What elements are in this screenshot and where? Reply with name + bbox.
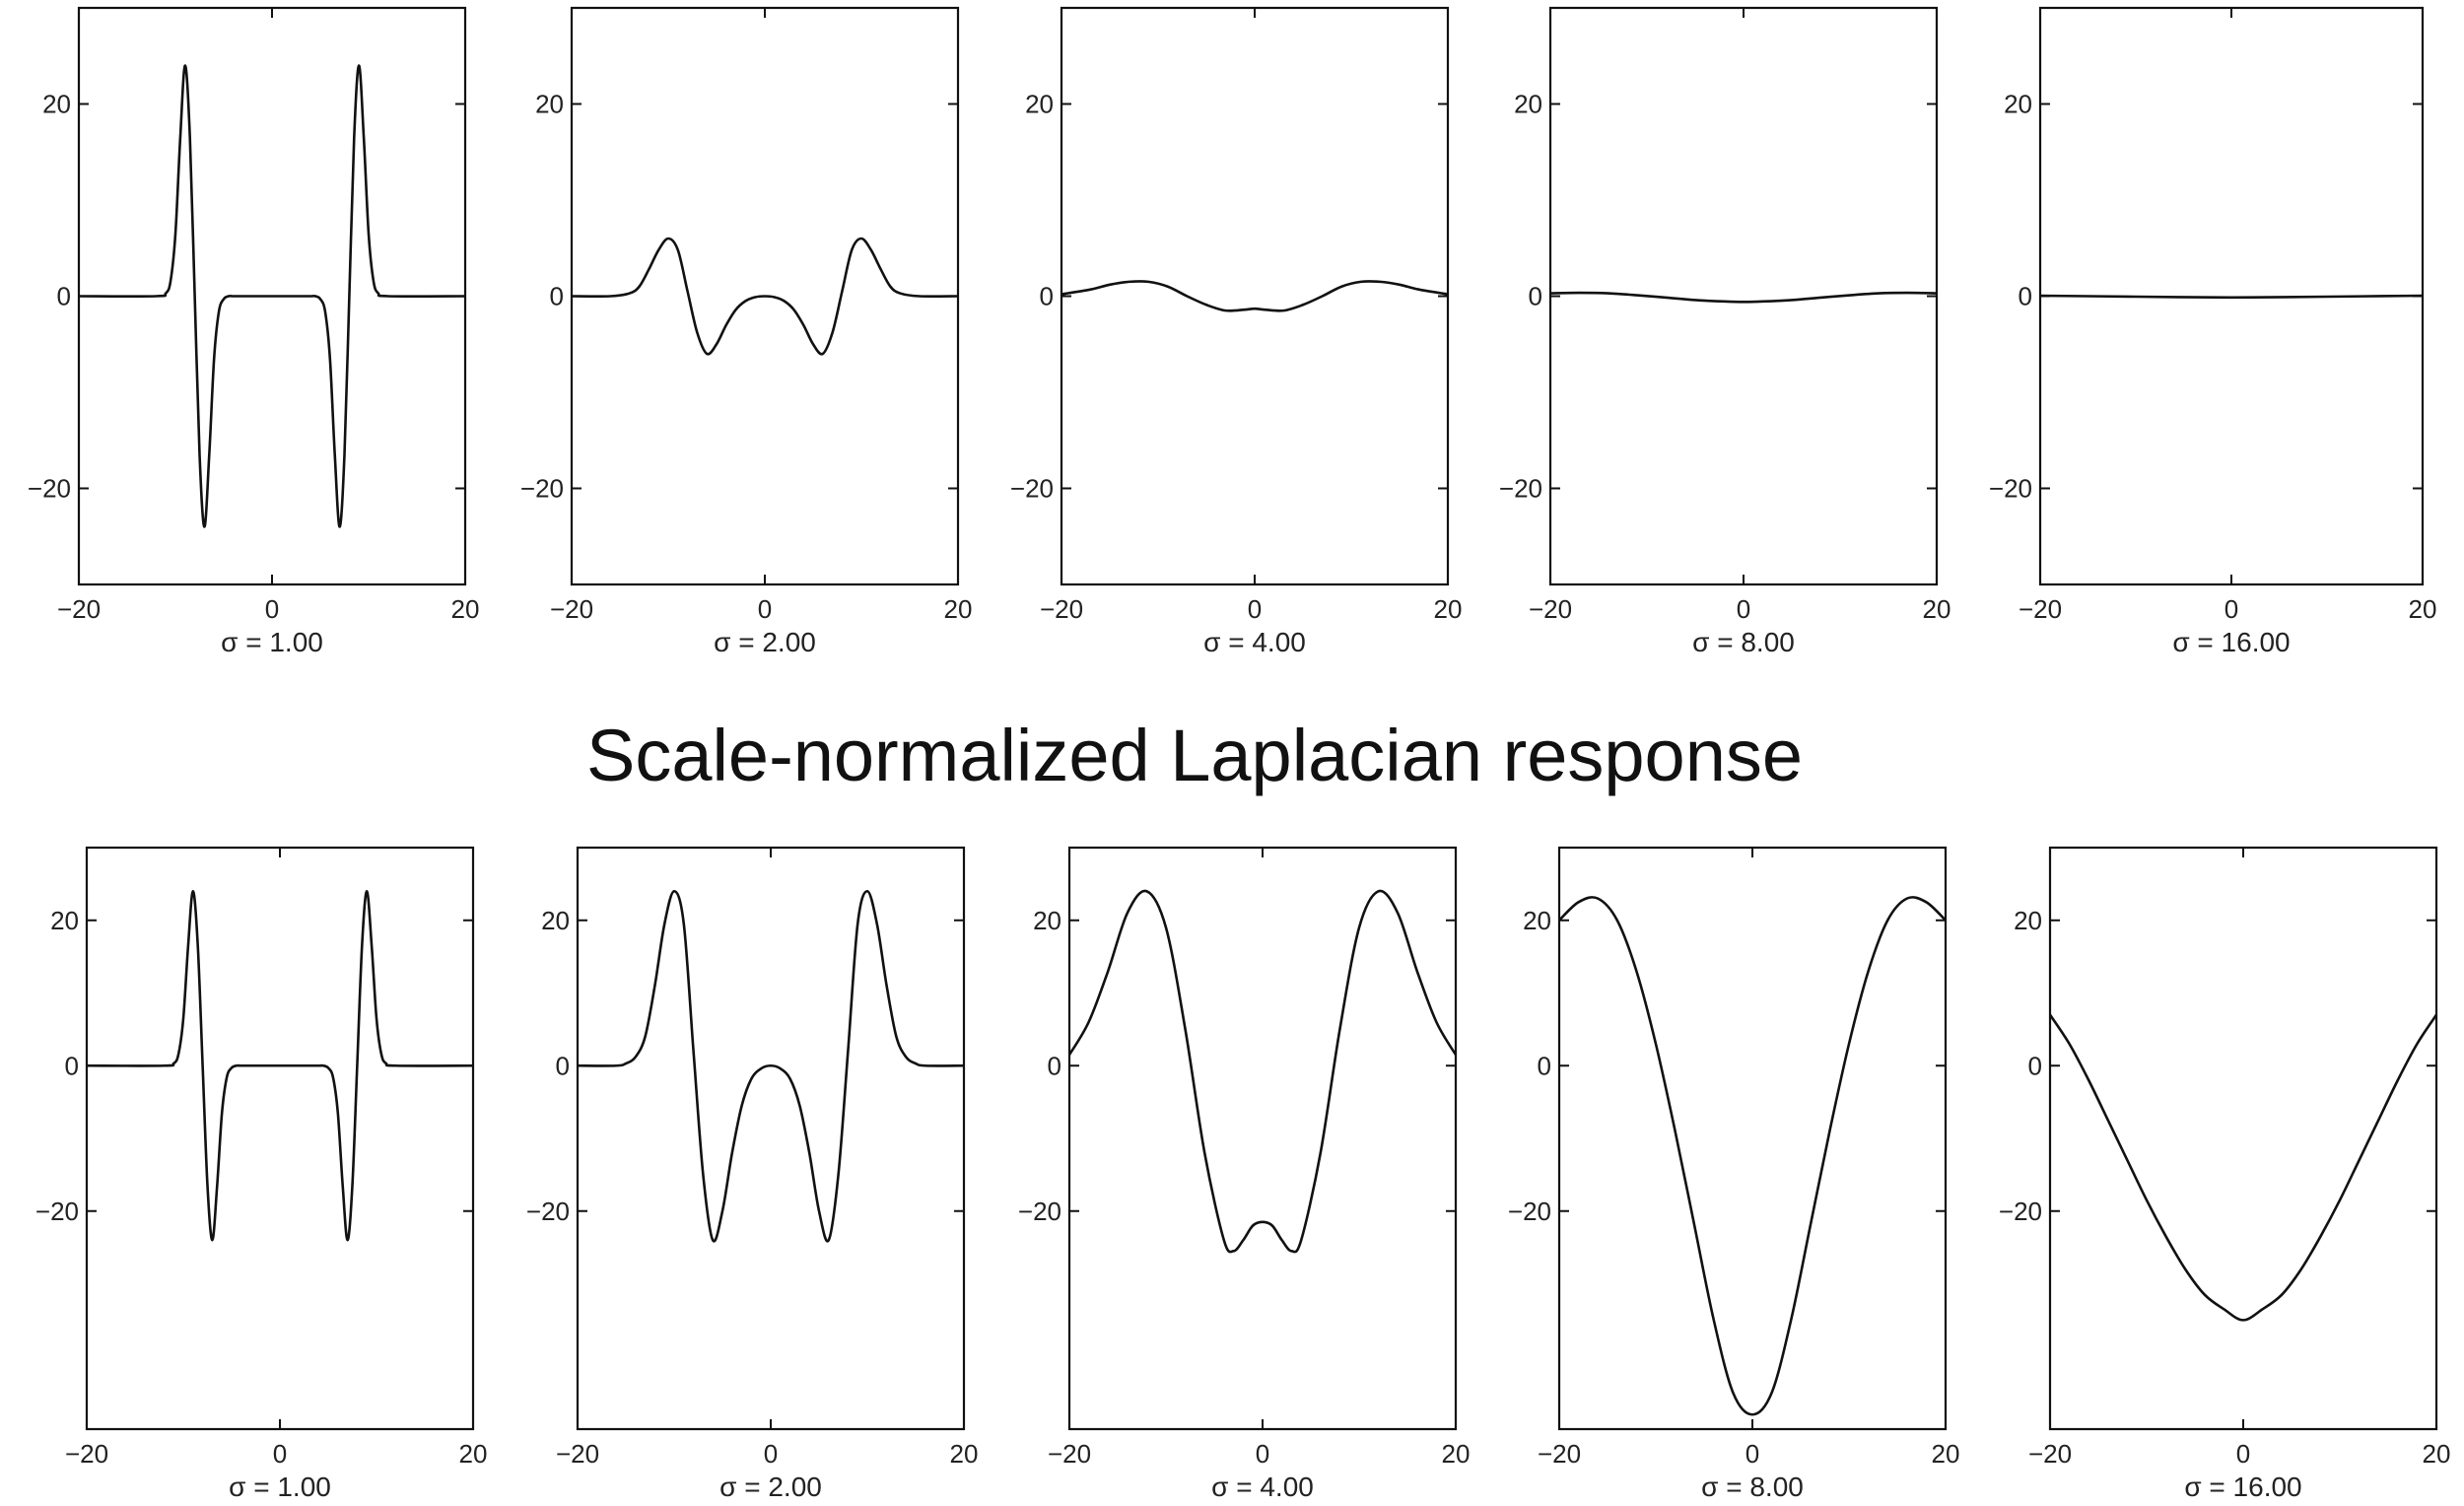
x-tick-label: 20 — [1923, 594, 1951, 624]
y-tick-label: 0 — [1040, 282, 1054, 311]
axes-frame — [576, 846, 966, 1431]
x-tick-label: 0 — [1256, 1439, 1269, 1469]
sigma-caption: σ = 8.00 — [1692, 627, 1795, 657]
y-tick-label: 20 — [50, 906, 79, 935]
x-tick-label: 0 — [1737, 594, 1750, 624]
response-curve — [2050, 1013, 2436, 1322]
response-curve — [578, 889, 964, 1243]
axes-frame — [1067, 846, 1458, 1431]
y-tick-label: 0 — [556, 1051, 570, 1080]
panel-top-1: −20 0 20 −20 0 20 σ = 1.00 — [28, 6, 480, 657]
y-tick-label: 20 — [1025, 90, 1054, 119]
y-tick-label: 0 — [1048, 1051, 1061, 1080]
y-tick-label: 20 — [1514, 90, 1542, 119]
y-tick-label: 20 — [1033, 906, 1061, 935]
sigma-caption: σ = 16.00 — [2172, 627, 2290, 657]
y-tick-label: 0 — [65, 1051, 79, 1080]
panel-bottom-3: −20 0 20 −20 0 20 σ = 4.00 — [1018, 846, 1471, 1502]
y-tick-label: 0 — [550, 282, 564, 311]
x-tick-label: 0 — [1745, 1439, 1759, 1469]
x-tick-label: 0 — [2224, 594, 2238, 624]
axes-frame — [1548, 6, 1939, 586]
axes-frame — [2048, 846, 2438, 1431]
x-tick-label: 0 — [273, 1439, 287, 1469]
x-tick-label: −20 — [57, 594, 101, 624]
x-tick-label: 20 — [944, 594, 973, 624]
x-tick-label: 0 — [2236, 1439, 2250, 1469]
response-curve — [2040, 294, 2423, 300]
panel-top-2: −20 0 20 −20 0 20 σ = 2.00 — [520, 6, 973, 657]
x-tick-label: −20 — [2028, 1439, 2072, 1469]
x-tick-label: −20 — [550, 594, 593, 624]
panel-top-5: −20 0 20 −20 0 20 σ = 16.00 — [1989, 6, 2437, 657]
panel-bottom-4: −20 0 20 −20 0 20 σ = 8.00 — [1508, 846, 1960, 1502]
sigma-caption: σ = 1.00 — [221, 627, 323, 657]
y-tick-label: 0 — [57, 282, 71, 311]
y-tick-label: 20 — [2004, 90, 2032, 119]
x-tick-label: 20 — [2409, 594, 2437, 624]
y-tick-label: 20 — [2014, 906, 2042, 935]
y-tick-label: −20 — [35, 1197, 79, 1226]
response-curve — [1061, 280, 1448, 312]
y-tick-label: −20 — [526, 1197, 570, 1226]
response-curve — [1550, 291, 1937, 304]
y-tick-label: 0 — [1538, 1051, 1551, 1080]
x-tick-label: 20 — [950, 1439, 979, 1469]
sigma-caption: σ = 2.00 — [719, 1472, 822, 1502]
x-tick-label: −20 — [1538, 1439, 1581, 1469]
middle-title: Scale-normalized Laplacian response — [585, 715, 1804, 796]
panel-bottom-2: −20 0 20 −20 0 20 σ = 2.00 — [526, 846, 979, 1502]
y-tick-label: 0 — [2019, 282, 2032, 311]
x-tick-label: −20 — [2019, 594, 2062, 624]
sigma-caption: σ = 4.00 — [1203, 627, 1306, 657]
y-tick-label: −20 — [1499, 474, 1542, 504]
x-tick-label: 20 — [459, 1439, 488, 1469]
panel-bottom-1: −20 0 20 −20 0 20 σ = 1.00 — [35, 846, 488, 1502]
y-tick-label: −20 — [1999, 1197, 2042, 1226]
axes-frame — [1557, 846, 1948, 1431]
x-tick-label: 20 — [2423, 1439, 2451, 1469]
sigma-caption: σ = 8.00 — [1701, 1472, 1804, 1502]
sigma-caption: σ = 1.00 — [229, 1472, 331, 1502]
x-tick-label: −20 — [1529, 594, 1572, 624]
axes-frame — [1060, 6, 1450, 586]
y-tick-label: −20 — [1018, 1197, 1061, 1226]
y-tick-label: 20 — [541, 906, 570, 935]
x-tick-label: 0 — [1248, 594, 1262, 624]
y-tick-label: 20 — [42, 90, 71, 119]
response-curve — [572, 237, 958, 356]
y-tick-label: −20 — [28, 474, 71, 504]
y-tick-label: 20 — [1523, 906, 1551, 935]
y-tick-label: −20 — [1010, 474, 1054, 504]
y-tick-label: −20 — [1989, 474, 2032, 504]
y-tick-label: 20 — [535, 90, 564, 119]
x-tick-label: −20 — [1048, 1439, 1091, 1469]
response-curve — [87, 889, 473, 1242]
x-tick-label: −20 — [65, 1439, 108, 1469]
x-tick-label: −20 — [1040, 594, 1083, 624]
x-tick-label: 0 — [758, 594, 772, 624]
x-tick-label: 20 — [1442, 1439, 1471, 1469]
axes-frame — [85, 846, 475, 1431]
panel-top-4: −20 0 20 −20 0 20 σ = 8.00 — [1499, 6, 1951, 657]
sigma-caption: σ = 2.00 — [714, 627, 816, 657]
y-tick-label: 0 — [2028, 1051, 2042, 1080]
x-tick-label: 20 — [451, 594, 480, 624]
panel-top-3: −20 0 20 −20 0 20 σ = 4.00 — [1010, 6, 1463, 657]
y-tick-label: −20 — [520, 474, 564, 504]
x-tick-label: −20 — [556, 1439, 599, 1469]
x-tick-label: 20 — [1434, 594, 1463, 624]
y-tick-label: 0 — [1529, 282, 1542, 311]
response-curve — [79, 64, 465, 528]
sigma-caption: σ = 4.00 — [1211, 1472, 1314, 1502]
x-tick-label: 0 — [265, 594, 279, 624]
x-tick-label: 0 — [764, 1439, 778, 1469]
x-tick-label: 20 — [1932, 1439, 1960, 1469]
response-curve — [1069, 889, 1456, 1254]
response-curve — [1559, 896, 1946, 1416]
panel-bottom-5: −20 0 20 −20 0 20 σ = 16.00 — [1999, 846, 2451, 1502]
sigma-caption: σ = 16.00 — [2184, 1472, 2301, 1502]
y-tick-label: −20 — [1508, 1197, 1551, 1226]
